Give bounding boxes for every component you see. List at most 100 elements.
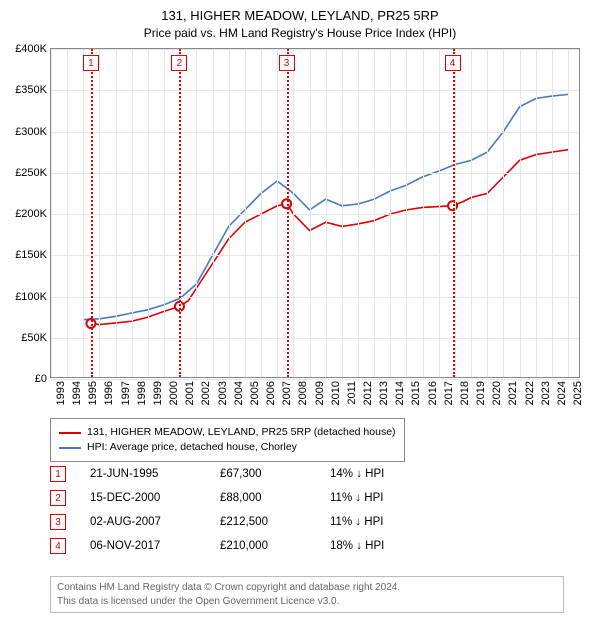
grid-vertical — [358, 49, 359, 377]
event-number-box: 2 — [50, 490, 66, 506]
x-tick-label: 1999 — [152, 381, 164, 405]
x-tick-label: 2002 — [200, 381, 212, 405]
x-tick-label: 1997 — [120, 381, 132, 405]
event-diff: 11% ↓ HPI — [330, 492, 383, 504]
legend-row: HPI: Average price, detached house, Chor… — [59, 440, 396, 455]
x-tick-label: 2009 — [314, 381, 326, 405]
x-tick-label: 2025 — [572, 381, 584, 405]
grid-vertical — [406, 49, 407, 377]
x-tick-label: 2022 — [524, 381, 536, 405]
x-tick-label: 1994 — [71, 381, 83, 405]
event-marker: 4 — [445, 55, 461, 71]
x-tick-label: 2020 — [491, 381, 503, 405]
x-tick-label: 2004 — [233, 381, 245, 405]
event-diff: 18% ↓ HPI — [330, 540, 384, 552]
grid-vertical — [455, 49, 456, 377]
y-tick-label: £150K — [15, 249, 47, 261]
x-tick-label: 2010 — [330, 381, 342, 405]
footer-line-1: Contains HM Land Registry data © Crown c… — [57, 581, 557, 595]
event-price: £67,300 — [220, 468, 330, 480]
event-table-row: 1 21-JUN-1995£67,30014% ↓ HPI — [50, 466, 384, 482]
chart-title: 131, HIGHER MEADOW, LEYLAND, PR25 5RP — [0, 0, 600, 23]
event-diff: 14% ↓ HPI — [330, 468, 384, 480]
grid-vertical — [83, 49, 84, 377]
grid-horizontal — [51, 173, 579, 174]
grid-vertical — [487, 49, 488, 377]
grid-vertical — [245, 49, 246, 377]
plot-area: 1993199419951996199719981999200020012002… — [50, 48, 580, 378]
grid-vertical — [132, 49, 133, 377]
grid-vertical — [196, 49, 197, 377]
legend-swatch — [59, 447, 81, 449]
event-diff: 11% ↓ HPI — [330, 516, 383, 528]
grid-vertical — [164, 49, 165, 377]
grid-vertical — [326, 49, 327, 377]
grid-vertical — [503, 49, 504, 377]
grid-vertical — [568, 49, 569, 377]
event-price: £212,500 — [220, 516, 330, 528]
event-price: £88,000 — [220, 492, 330, 504]
x-tick-label: 1993 — [55, 381, 67, 405]
legend: 131, HIGHER MEADOW, LEYLAND, PR25 5RP (d… — [50, 418, 405, 462]
x-tick-label: 2012 — [362, 381, 374, 405]
y-tick-label: £100K — [15, 291, 47, 303]
x-tick-label: 2008 — [297, 381, 309, 405]
x-tick-label: 2005 — [249, 381, 261, 405]
x-tick-label: 2007 — [281, 381, 293, 405]
event-date: 21-JUN-1995 — [90, 468, 220, 480]
chart-subtitle: Price paid vs. HM Land Registry's House … — [0, 23, 600, 46]
y-tick-label: £300K — [15, 126, 47, 138]
grid-vertical — [99, 49, 100, 377]
grid-vertical — [116, 49, 117, 377]
grid-horizontal — [51, 214, 579, 215]
legend-row: 131, HIGHER MEADOW, LEYLAND, PR25 5RP (d… — [59, 425, 396, 440]
grid-vertical — [342, 49, 343, 377]
event-number-box: 3 — [50, 514, 66, 530]
legend-label: 131, HIGHER MEADOW, LEYLAND, PR25 5RP (d… — [87, 425, 396, 440]
event-table-row: 406-NOV-2017£210,00018% ↓ HPI — [50, 538, 384, 554]
grid-vertical — [229, 49, 230, 377]
grid-vertical — [374, 49, 375, 377]
x-tick-label: 1996 — [103, 381, 115, 405]
grid-vertical — [390, 49, 391, 377]
event-reference-line — [453, 49, 455, 377]
series-property — [91, 150, 568, 325]
x-tick-label: 1995 — [87, 381, 99, 405]
y-tick-label: £0 — [35, 373, 47, 385]
y-tick-label: £200K — [15, 208, 47, 220]
event-marker: 1 — [83, 55, 99, 71]
event-marker: 3 — [279, 55, 295, 71]
legend-label: HPI: Average price, detached house, Chor… — [87, 440, 297, 455]
y-tick-label: £350K — [15, 84, 47, 96]
grid-vertical — [439, 49, 440, 377]
x-tick-label: 2000 — [168, 381, 180, 405]
event-table-row: 3 02-AUG-2007£212,50011% ↓ HPI — [50, 514, 384, 530]
x-tick-label: 2003 — [217, 381, 229, 405]
grid-vertical — [310, 49, 311, 377]
grid-vertical — [261, 49, 262, 377]
event-number-box: 1 — [50, 466, 66, 482]
event-table-row: 2 15-DEC-2000£88,00011% ↓ HPI — [50, 490, 384, 506]
y-tick-label: £400K — [15, 43, 47, 55]
grid-horizontal — [51, 49, 579, 50]
event-price: £210,000 — [220, 540, 330, 552]
event-date: 15-DEC-2000 — [90, 492, 220, 504]
grid-vertical — [423, 49, 424, 377]
x-tick-label: 2015 — [410, 381, 422, 405]
event-number-box: 4 — [50, 538, 66, 554]
x-tick-label: 2017 — [443, 381, 455, 405]
x-tick-label: 2019 — [475, 381, 487, 405]
grid-horizontal — [51, 90, 579, 91]
x-tick-label: 2018 — [459, 381, 471, 405]
grid-vertical — [277, 49, 278, 377]
grid-horizontal — [51, 132, 579, 133]
grid-vertical — [148, 49, 149, 377]
grid-horizontal — [51, 338, 579, 339]
event-date: 02-AUG-2007 — [90, 516, 220, 528]
x-tick-label: 2013 — [378, 381, 390, 405]
footer-attribution: Contains HM Land Registry data © Crown c… — [50, 576, 564, 613]
grid-horizontal — [51, 379, 579, 380]
x-tick-label: 2016 — [427, 381, 439, 405]
events-table: 1 21-JUN-1995£67,30014% ↓ HPI 2 15-DEC-2000… — [50, 466, 384, 562]
grid-vertical — [552, 49, 553, 377]
